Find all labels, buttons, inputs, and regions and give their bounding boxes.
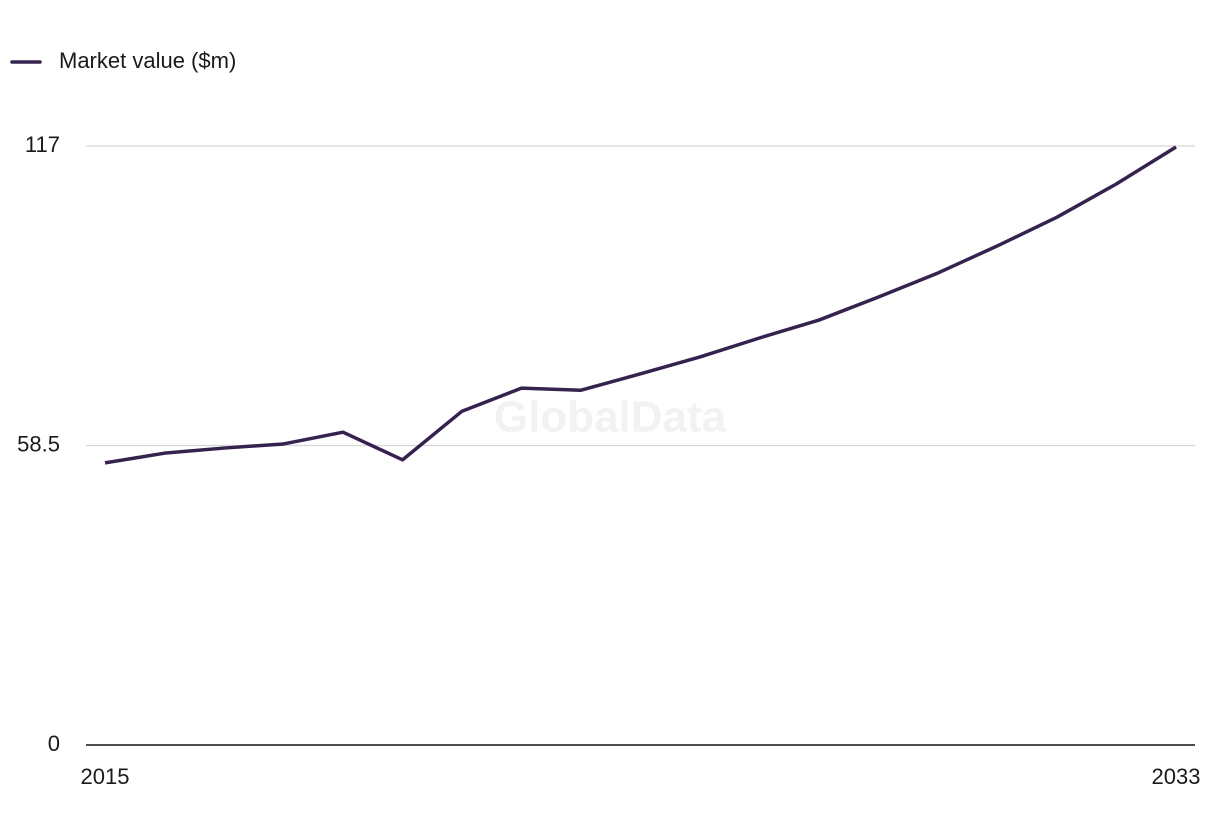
- data-line: [104, 145, 1177, 465]
- x-tick-label: 2015: [81, 764, 130, 789]
- legend-label: Market value ($m): [59, 48, 236, 73]
- y-tick-label: 117: [25, 132, 60, 157]
- watermark: GlobalData: [494, 393, 727, 442]
- y-tick-label: 0: [48, 731, 60, 756]
- x-tick-label: 2033: [1152, 764, 1201, 789]
- y-tick-label: 58.5: [17, 431, 60, 456]
